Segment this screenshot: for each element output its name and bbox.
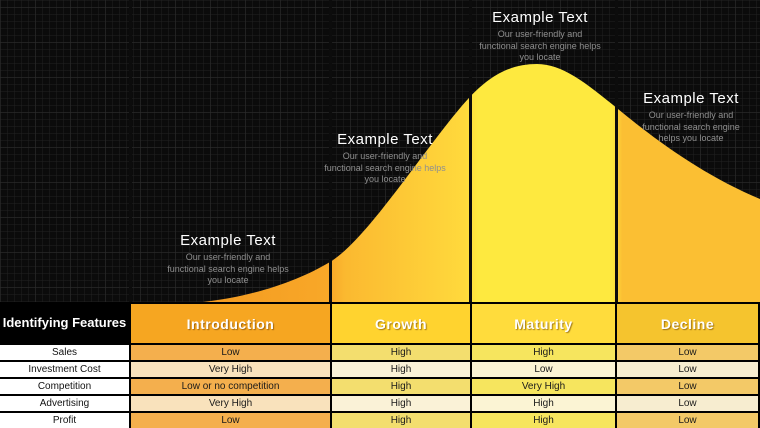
cell-advertising-introduction: Very High <box>131 396 330 411</box>
column-header-introduction: Introduction <box>131 304 330 343</box>
row-label-competition: Competition <box>0 379 129 394</box>
callout-title: Example Text <box>337 131 433 148</box>
chart-area: Example Text Our user-friendly and funct… <box>129 0 760 302</box>
column-header-growth: Growth <box>332 304 470 343</box>
stage-divider <box>469 0 472 302</box>
callout-title: Example Text <box>180 232 276 249</box>
row-label-investment-cost: Investment Cost <box>0 362 129 377</box>
callout-body: Our user-friendly and functional search … <box>479 29 601 63</box>
cell-profit-maturity: High <box>472 413 615 428</box>
table-corner-header: Identifying Features <box>0 304 129 343</box>
cell-advertising-decline: Low <box>617 396 758 411</box>
cell-investment-introduction: Very High <box>131 362 330 377</box>
stage-divider <box>329 0 332 302</box>
cell-profit-decline: Low <box>617 413 758 428</box>
cell-competition-introduction: Low or no competition <box>131 379 330 394</box>
stage-divider <box>615 0 618 302</box>
callout-title: Example Text <box>643 90 739 107</box>
cell-advertising-growth: High <box>332 396 470 411</box>
callout-body: Our user-friendly and functional search … <box>642 110 740 144</box>
column-header-decline: Decline <box>617 304 758 343</box>
life-cycle-table: Identifying Features Introduction Growth… <box>0 302 760 428</box>
callout-title: Example Text <box>492 9 588 26</box>
bell-curve-path <box>203 64 760 302</box>
stage-divider <box>129 0 132 302</box>
row-label-sales: Sales <box>0 345 129 360</box>
callout-body: Our user-friendly and functional search … <box>324 151 446 185</box>
cell-sales-introduction: Low <box>131 345 330 360</box>
row-label-advertising: Advertising <box>0 396 129 411</box>
cell-investment-maturity: Low <box>472 362 615 377</box>
cell-advertising-maturity: High <box>472 396 615 411</box>
cell-profit-growth: High <box>332 413 470 428</box>
cell-profit-introduction: Low <box>131 413 330 428</box>
cell-sales-growth: High <box>332 345 470 360</box>
cell-competition-decline: Low <box>617 379 758 394</box>
cell-competition-maturity: Very High <box>472 379 615 394</box>
row-label-profit: Profit <box>0 413 129 428</box>
callout-introduction: Example Text Our user-friendly and funct… <box>138 232 318 287</box>
cell-sales-maturity: High <box>472 345 615 360</box>
callout-growth: Example Text Our user-friendly and funct… <box>295 131 475 186</box>
life-cycle-curve <box>203 64 760 302</box>
cell-competition-growth: High <box>332 379 470 394</box>
cell-sales-decline: Low <box>617 345 758 360</box>
cell-investment-decline: Low <box>617 362 758 377</box>
column-header-maturity: Maturity <box>472 304 615 343</box>
cell-investment-growth: High <box>332 362 470 377</box>
callout-maturity: Example Text Our user-friendly and funct… <box>450 9 630 64</box>
callout-body: Our user-friendly and functional search … <box>167 252 289 286</box>
callout-decline: Example Text Our user-friendly and funct… <box>622 90 760 145</box>
